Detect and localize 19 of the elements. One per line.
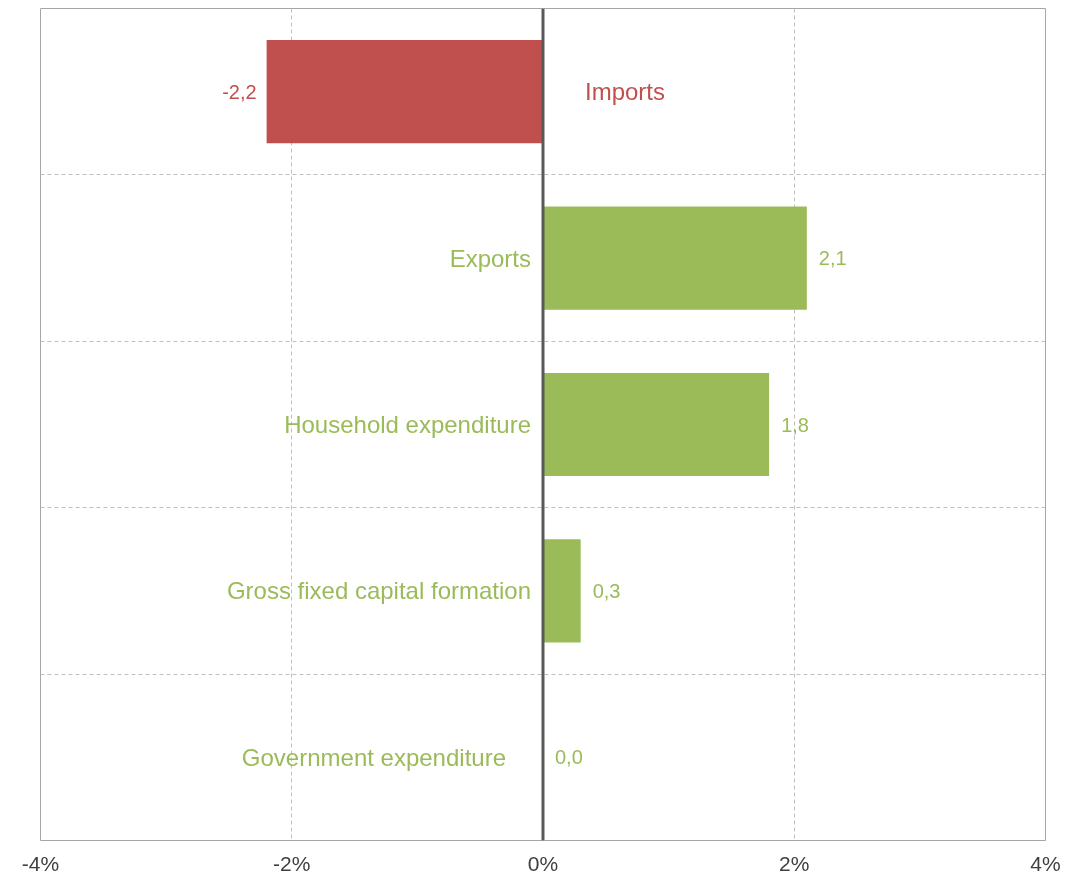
y-tick-label: Government expenditure [241,743,506,771]
x-tick-label: 2% [779,851,810,875]
bar [543,372,770,477]
x-tick-label: -4% [21,851,60,875]
data-label: 1,8 [781,413,809,436]
data-label: 2,1 [818,247,847,270]
y-tick-label: Household expenditure [284,411,531,438]
bar [543,539,581,643]
data-label: 0,3 [592,579,621,602]
y-tick-label: Gross fixed capital formation [226,577,531,605]
x-tick-label: 0% [527,851,559,875]
x-tick-label: -2% [273,851,311,875]
x-tick-label: 4% [1030,851,1061,875]
y-tick-label: Exports [449,244,532,272]
data-label: 0,0 [555,746,583,769]
bar [543,206,807,310]
bar [266,40,543,144]
y-tick-label: Imports [585,78,666,106]
data-label: -2,2 [222,80,257,103]
